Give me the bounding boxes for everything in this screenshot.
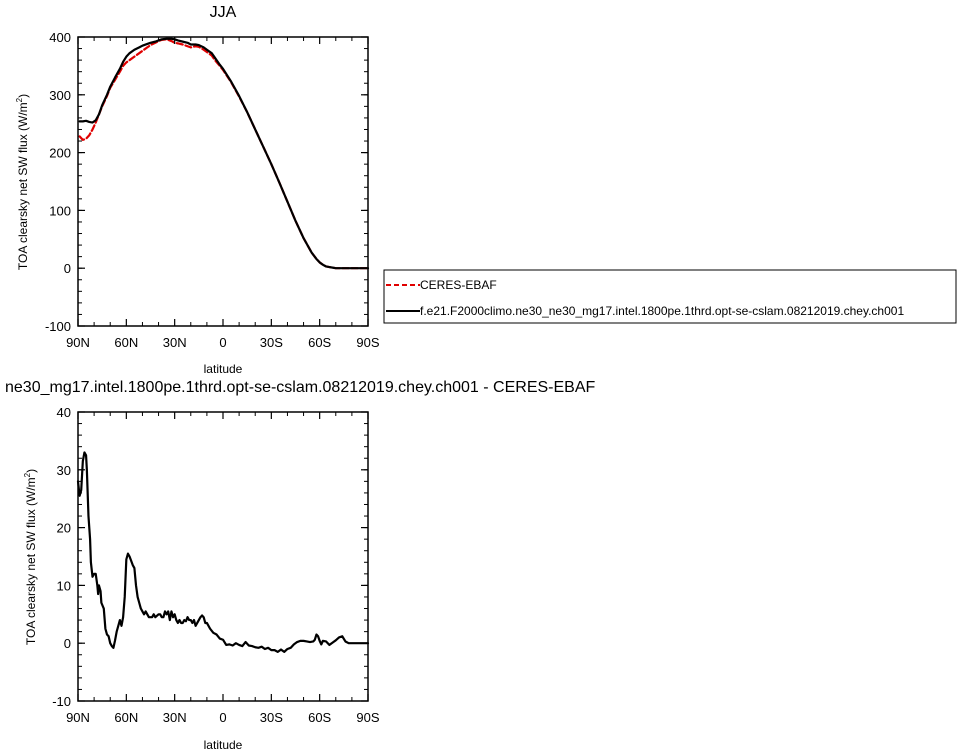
top-y-tick-label: 100: [49, 203, 71, 218]
top-x-tick-label: 60N: [114, 335, 138, 350]
top-series-line-ceres: [78, 38, 370, 270]
top-x-tick-label: 60S: [308, 335, 331, 350]
top-x-tick-label: 90N: [66, 335, 90, 350]
top-y-axis-label-sup: 2: [15, 97, 24, 102]
bottom-series-line-model: [76, 451, 370, 653]
top-x-tick-label: 90S: [356, 335, 379, 350]
top-x-axis-label: latitude: [204, 362, 243, 376]
bottom-x-tick-label: 0: [219, 710, 226, 725]
top-x-tick-label: 30S: [260, 335, 283, 350]
bottom-plot-frame: [77, 411, 369, 702]
bottom-plot-area: [76, 451, 370, 653]
bottom-y-tick-label: 30: [57, 463, 71, 478]
top-plot-area: [78, 37, 370, 270]
bottom-x-tick-label: 90N: [66, 710, 90, 725]
bottom-x-tick-label: 30N: [163, 710, 187, 725]
top-y-tick-label: -100: [45, 319, 71, 334]
bottom-chart-title: ne30_mg17.intel.1800pe.1thrd.opt-se-csla…: [5, 379, 596, 396]
top-y-axis-label: TOA clearsky net SW flux (W/m2): [15, 94, 30, 270]
top-panel: JJA latitude TOA clearsky net SW flux (W…: [15, 4, 380, 376]
bottom-x-axis-label: latitude: [204, 738, 243, 752]
top-series-line-model: [78, 37, 370, 270]
bottom-y-axis-label: TOA clearsky net SW flux (W/m2): [23, 469, 38, 645]
top-y-tick-label: 0: [64, 261, 71, 276]
top-y-tick-label: 400: [49, 30, 71, 45]
bottom-y-tick-label: 0: [64, 636, 71, 651]
bottom-x-tick-label: 90S: [356, 710, 379, 725]
bottom-panel: ne30_mg17.intel.1800pe.1thrd.opt-se-csla…: [5, 379, 596, 752]
bottom-y-tick-label: -10: [52, 694, 71, 709]
top-y-tick-label: 200: [49, 146, 71, 161]
top-chart-title: JJA: [210, 4, 237, 21]
legend-label-model: f.e21.F2000climo.ne30_ne30_mg17.intel.18…: [420, 304, 904, 318]
bottom-y-axis-label-sup: 2: [23, 472, 32, 477]
top-plot-frame: [77, 36, 369, 327]
bottom-y-tick-label: 20: [57, 521, 71, 536]
top-x-tick-label: 0: [219, 335, 226, 350]
bottom-x-tick-label: 60N: [114, 710, 138, 725]
legend-label-ceres: CERES-EBAF: [420, 278, 497, 292]
bottom-y-tick-label: 40: [57, 405, 71, 420]
bottom-x-tick-label: 30S: [260, 710, 283, 725]
bottom-y-tick-label: 10: [57, 578, 71, 593]
top-x-tick-label: 30N: [163, 335, 187, 350]
legend-frame: [383, 269, 957, 324]
bottom-x-tick-label: 60S: [308, 710, 331, 725]
legend: CERES-EBAF f.e21.F2000climo.ne30_ne30_mg…: [383, 269, 957, 324]
top-y-tick-label: 300: [49, 88, 71, 103]
